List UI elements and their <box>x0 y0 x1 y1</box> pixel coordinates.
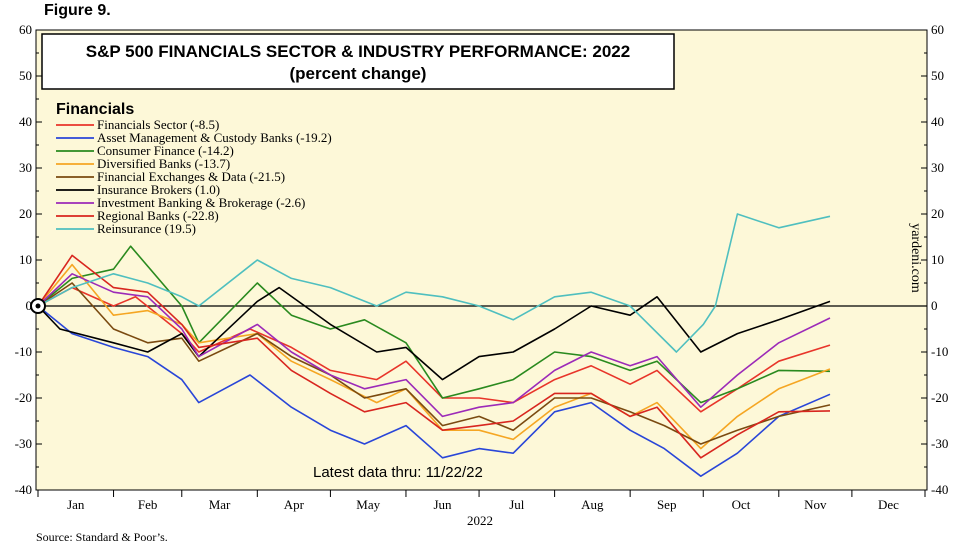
series-group <box>37 213 831 478</box>
x-tick-label: Dec <box>878 497 899 512</box>
series-line-8 <box>37 254 831 459</box>
source-note: Source: Standard & Poor’s. <box>36 530 168 544</box>
y-tick-label-right: 30 <box>931 160 944 175</box>
y-tick-label-left: 20 <box>19 206 32 221</box>
y-tick-label-right: -20 <box>931 390 948 405</box>
y-tick-label-left: -30 <box>15 436 32 451</box>
latest-data-annotation: Latest data thru: 11/22/22 <box>313 464 483 481</box>
y-tick-label-right: 50 <box>931 68 944 83</box>
origin-marker-dot <box>35 303 41 309</box>
legend-entry: Investment Banking & Brokerage (-2.6) <box>97 195 305 210</box>
y-tick-label-right: 10 <box>931 252 944 267</box>
x-tick-label: Jan <box>67 497 85 512</box>
x-tick-label: Mar <box>209 497 231 512</box>
y-tick-label-right: -40 <box>931 482 948 497</box>
series-line-6 <box>37 286 831 381</box>
legend-entry: Regional Banks (-22.8) <box>97 208 219 223</box>
plot-area <box>35 29 928 491</box>
y-tick-label-left: -40 <box>15 482 32 497</box>
y-axis-right: -40 -30 -20 -10 0 10 20 30 40 50 60 <box>921 22 948 497</box>
legend-entry: Consumer Finance (-14.2) <box>97 143 234 158</box>
y-tick-label-left: -10 <box>15 344 32 359</box>
series-line-5 <box>37 282 831 445</box>
x-tick-label: Oct <box>732 497 751 512</box>
y-tick-label-right: -10 <box>931 344 948 359</box>
y-tick-label-right: 60 <box>931 22 944 37</box>
x-tick-label: Sep <box>657 497 677 512</box>
legend-entry: Asset Management & Custody Banks (-19.2) <box>97 130 332 145</box>
y-tick-label-left: -20 <box>15 390 32 405</box>
chart-title: S&P 500 FINANCIALS SECTOR & INDUSTRY PER… <box>86 42 630 61</box>
y-tick-label-left: 50 <box>19 68 32 83</box>
chart-subtitle: (percent change) <box>290 64 427 83</box>
y-tick-label-left: 40 <box>19 114 32 129</box>
series-line-2 <box>37 305 831 478</box>
x-axis: Jan Feb Mar Apr May Jun Jul Aug Sep Oct Nov Dec <box>37 490 926 512</box>
legend-entry: Diversified Banks (-13.7) <box>97 156 230 171</box>
y-tick-label-left: 30 <box>19 160 32 175</box>
legend: Financials Sector (-8.5)Asset Management… <box>56 117 332 236</box>
x-tick-label: Aug <box>581 497 604 512</box>
title-box <box>41 33 675 90</box>
x-tick-label: Jun <box>433 497 452 512</box>
watermark: yardeni.com <box>908 223 923 293</box>
y-axis-left: -40 -30 -20 -10 0 10 20 30 40 50 60 <box>15 22 42 497</box>
series-line-9 <box>37 213 831 353</box>
y-tick-label-left: 10 <box>19 252 32 267</box>
x-tick-label: May <box>356 497 380 512</box>
y-tick-label-right: 20 <box>931 206 944 221</box>
y-tick-label-left: 0 <box>26 298 33 313</box>
legend-entry: Insurance Brokers (1.0) <box>97 182 220 197</box>
legend-title: Financials <box>56 101 134 118</box>
series-line-4 <box>37 263 831 450</box>
y-tick-label-right: -30 <box>931 436 948 451</box>
x-tick-label: Feb <box>138 497 158 512</box>
y-tick-label-right: 0 <box>931 298 938 313</box>
legend-entry: Financials Sector (-8.5) <box>97 117 219 132</box>
legend-entry: Financial Exchanges & Data (-21.5) <box>97 169 285 184</box>
legend-entry: Reinsurance (19.5) <box>97 221 196 236</box>
series-line-7 <box>37 272 831 418</box>
x-axis-label: 2022 <box>467 513 493 528</box>
x-tick-label: Nov <box>804 497 827 512</box>
y-tick-label-right: 40 <box>931 114 944 129</box>
y-tick-label-left: 60 <box>19 22 32 37</box>
x-tick-label: Jul <box>509 497 525 512</box>
figure-label: Figure 9. <box>44 2 111 19</box>
x-tick-label: Apr <box>284 497 305 512</box>
